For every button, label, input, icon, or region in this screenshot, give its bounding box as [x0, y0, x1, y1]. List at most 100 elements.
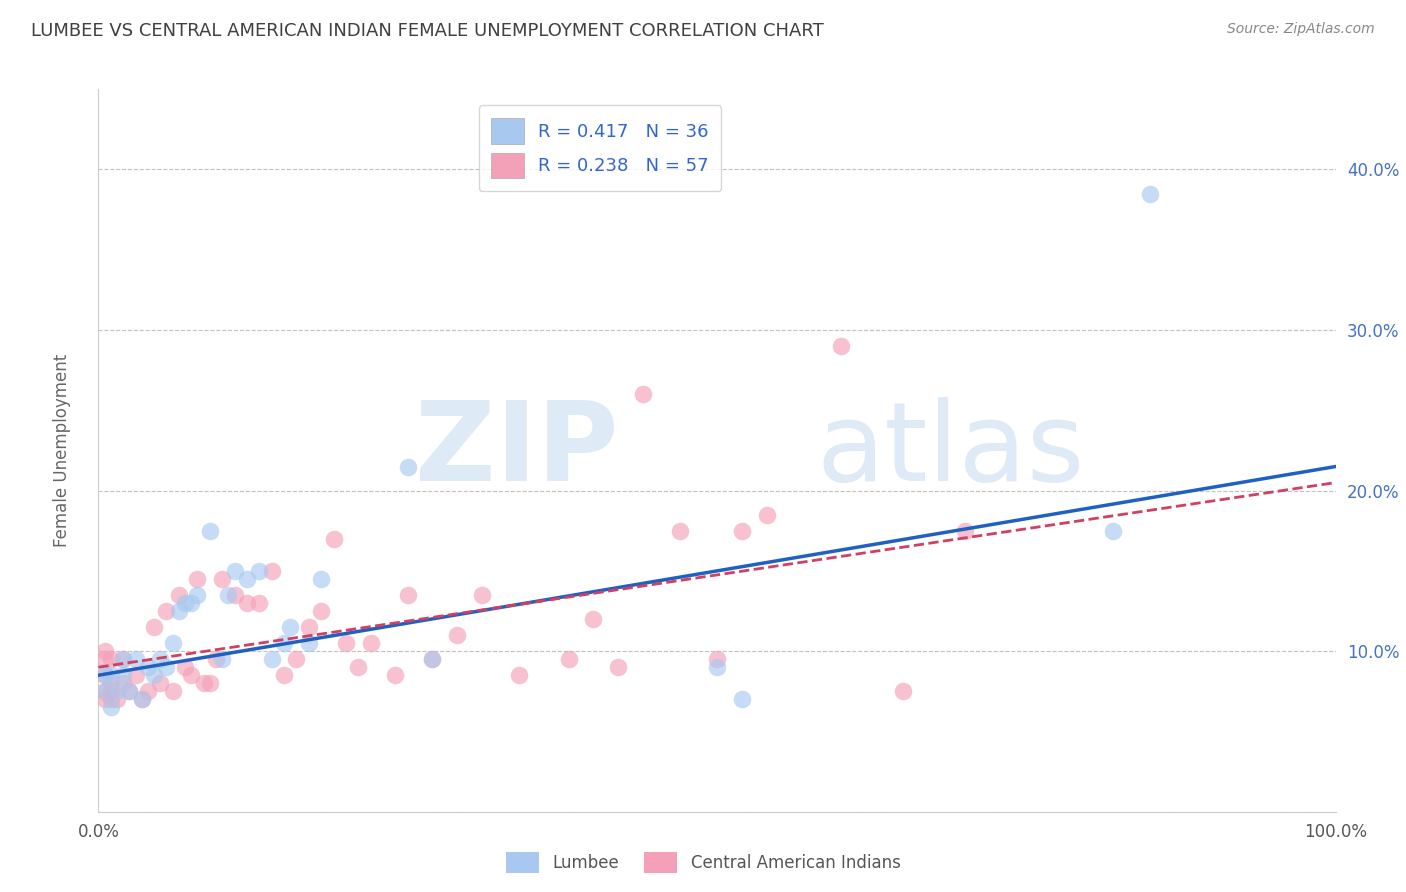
Point [100, 700, 122, 714]
Point [446, 628, 468, 642]
Point [186, 572, 208, 586]
Point [174, 596, 197, 610]
Point [124, 668, 146, 682]
Point [100, 676, 122, 690]
Point [136, 660, 159, 674]
Point [471, 588, 494, 602]
Point [731, 524, 754, 538]
Point [93, 644, 115, 658]
Point [347, 660, 370, 674]
Point [131, 692, 153, 706]
Point [607, 660, 630, 674]
Point [247, 596, 270, 610]
Point [136, 684, 159, 698]
Point [631, 387, 654, 401]
Point [100, 652, 122, 666]
Point [755, 508, 778, 522]
Legend: R = 0.417   N = 36, R = 0.238   N = 57: R = 0.417 N = 36, R = 0.238 N = 57 [478, 105, 721, 191]
Point [186, 588, 208, 602]
Point [93, 668, 115, 682]
Point [1102, 524, 1125, 538]
Point [891, 684, 914, 698]
Text: Source: ZipAtlas.com: Source: ZipAtlas.com [1227, 22, 1375, 37]
Point [112, 652, 135, 666]
Point [93, 684, 115, 698]
Point [174, 660, 197, 674]
Point [396, 588, 419, 602]
Text: LUMBEE VS CENTRAL AMERICAN INDIAN FEMALE UNEMPLOYMENT CORRELATION CHART: LUMBEE VS CENTRAL AMERICAN INDIAN FEMALE… [31, 22, 824, 40]
Point [93, 652, 115, 666]
Y-axis label: Female Unemployment: Female Unemployment [52, 354, 70, 547]
Point [706, 660, 728, 674]
Point [205, 652, 228, 666]
Point [236, 572, 259, 586]
Point [100, 692, 122, 706]
Text: atlas: atlas [815, 397, 1084, 504]
Point [285, 652, 308, 666]
Point [953, 524, 976, 538]
Point [731, 692, 754, 706]
Point [260, 564, 283, 578]
Point [508, 668, 530, 682]
Point [118, 684, 141, 698]
Point [1139, 186, 1161, 201]
Point [706, 652, 728, 666]
Point [669, 524, 692, 538]
Point [273, 636, 295, 650]
Point [224, 564, 246, 578]
Point [100, 668, 122, 682]
Point [582, 612, 605, 626]
Point [155, 604, 177, 618]
Point [198, 524, 221, 538]
Point [112, 676, 135, 690]
Point [224, 588, 246, 602]
Point [118, 684, 141, 698]
Point [93, 668, 115, 682]
Point [217, 588, 239, 602]
Point [162, 636, 184, 650]
Point [112, 652, 135, 666]
Point [360, 636, 382, 650]
Point [335, 636, 357, 650]
Point [260, 652, 283, 666]
Point [149, 676, 172, 690]
Point [273, 668, 295, 682]
Point [131, 692, 153, 706]
Point [167, 604, 190, 618]
Point [155, 660, 177, 674]
Point [105, 684, 128, 698]
Point [93, 684, 115, 698]
Point [162, 684, 184, 698]
Point [112, 668, 135, 682]
Point [557, 652, 579, 666]
Point [124, 652, 146, 666]
Point [198, 676, 221, 690]
Point [180, 668, 202, 682]
Point [396, 459, 419, 474]
Point [298, 620, 321, 634]
Point [422, 652, 444, 666]
Point [298, 636, 321, 650]
Point [384, 668, 406, 682]
Point [830, 339, 852, 353]
Point [93, 692, 115, 706]
Point [211, 572, 233, 586]
Point [322, 532, 344, 546]
Point [105, 692, 128, 706]
Point [143, 620, 166, 634]
Point [167, 588, 190, 602]
Point [309, 572, 332, 586]
Point [422, 652, 444, 666]
Point [309, 604, 332, 618]
Point [100, 684, 122, 698]
Point [211, 652, 233, 666]
Point [143, 668, 166, 682]
Text: ZIP: ZIP [415, 397, 619, 504]
Point [149, 652, 172, 666]
Legend: Lumbee, Central American Indians: Lumbee, Central American Indians [499, 846, 907, 880]
Point [236, 596, 259, 610]
Point [180, 596, 202, 610]
Point [193, 676, 215, 690]
Point [247, 564, 270, 578]
Point [278, 620, 301, 634]
